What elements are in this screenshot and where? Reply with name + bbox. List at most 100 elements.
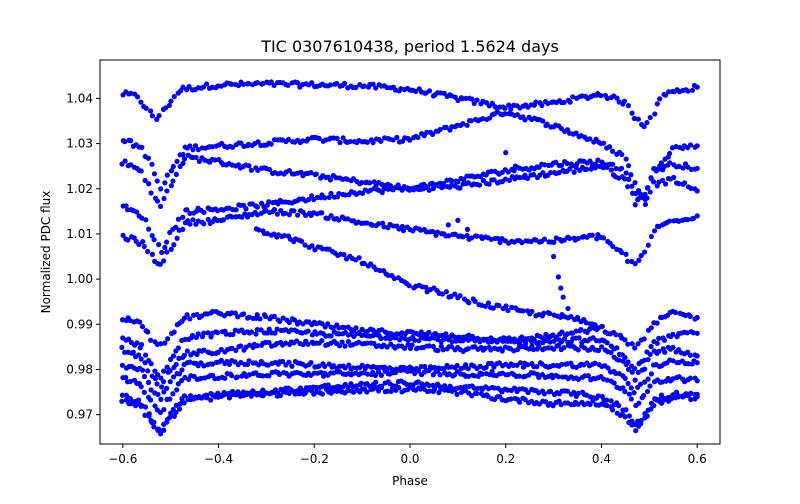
data-point (226, 395, 233, 401)
data-point (490, 305, 496, 311)
data-point (505, 371, 511, 378)
data-point (285, 136, 292, 143)
y-tick-label: 0.99 (66, 317, 93, 331)
data-point (175, 216, 181, 222)
data-point (511, 168, 517, 174)
data-point (401, 345, 408, 351)
data-point (604, 377, 610, 383)
data-point (542, 162, 548, 168)
data-point (551, 253, 557, 260)
data-point (164, 364, 170, 370)
data-point (632, 179, 638, 186)
data-point (422, 363, 428, 370)
data-point (652, 111, 658, 117)
data-point (656, 335, 662, 341)
data-point (336, 191, 342, 197)
data-point (195, 218, 201, 224)
data-point (146, 413, 152, 419)
data-point (263, 207, 269, 213)
data-point (561, 344, 567, 351)
data-point (376, 221, 382, 227)
data-point (167, 396, 173, 402)
data-point (135, 397, 142, 403)
data-point (477, 339, 483, 345)
data-point (180, 151, 186, 158)
data-point (152, 368, 158, 374)
data-point (520, 308, 526, 314)
data-point (262, 313, 269, 319)
data-point (274, 326, 280, 332)
data-point (161, 427, 167, 433)
data-point (670, 331, 676, 337)
data-point (367, 180, 373, 186)
data-point (687, 313, 693, 319)
data-point (148, 337, 154, 343)
data-point (180, 214, 186, 220)
data-point (158, 375, 164, 381)
data-point (168, 98, 174, 104)
data-point (488, 236, 494, 242)
data-point (625, 163, 632, 169)
data-point (156, 242, 162, 248)
y-axis-ticks: 0.97 0.98 0.99 1.00 1.01 1.02 1.03 1.04 (66, 91, 100, 422)
data-point (165, 336, 171, 342)
data-point (155, 372, 161, 378)
data-point (145, 368, 151, 374)
data-point (525, 389, 531, 396)
data-point (534, 364, 540, 370)
data-point (517, 360, 524, 366)
data-point (176, 355, 182, 361)
data-point (424, 129, 430, 135)
data-point (164, 249, 170, 255)
data-point (212, 157, 218, 163)
series-level-0.987 (120, 326, 700, 381)
data-point (319, 391, 326, 397)
data-point (417, 386, 423, 392)
data-point (509, 304, 515, 310)
data-point (187, 221, 193, 227)
data-point (485, 393, 491, 399)
data-point (503, 303, 509, 309)
data-point (276, 371, 283, 377)
data-point (555, 374, 562, 380)
data-point (370, 81, 376, 87)
data-point (157, 261, 163, 267)
data-point (336, 331, 342, 337)
data-point (604, 402, 610, 409)
data-point (282, 210, 288, 216)
data-point (503, 150, 509, 156)
data-point (378, 335, 384, 342)
data-point (174, 235, 180, 241)
data-point (158, 186, 164, 192)
data-point (176, 406, 183, 412)
data-point (666, 89, 672, 95)
series-level-1.030 (120, 109, 700, 202)
data-point (616, 403, 622, 409)
data-point (571, 389, 577, 395)
data-point (201, 209, 207, 215)
data-point (174, 387, 180, 393)
data-point (171, 242, 177, 248)
data-point (495, 235, 501, 241)
data-point (173, 409, 179, 416)
data-point (319, 210, 325, 216)
data-point (694, 360, 700, 366)
data-point (274, 211, 280, 217)
data-point (622, 414, 628, 420)
data-point (510, 362, 516, 368)
data-point (238, 343, 244, 349)
data-point (148, 397, 154, 403)
data-point (192, 143, 199, 149)
data-point (595, 393, 601, 399)
data-point (608, 398, 614, 404)
data-point (654, 320, 660, 326)
data-point (486, 181, 492, 187)
data-point (469, 393, 475, 399)
data-point (158, 396, 164, 402)
data-point (171, 93, 177, 100)
data-point (119, 344, 125, 350)
data-point (479, 371, 485, 377)
data-point (651, 179, 657, 185)
data-point (341, 80, 348, 87)
data-point (138, 356, 144, 362)
